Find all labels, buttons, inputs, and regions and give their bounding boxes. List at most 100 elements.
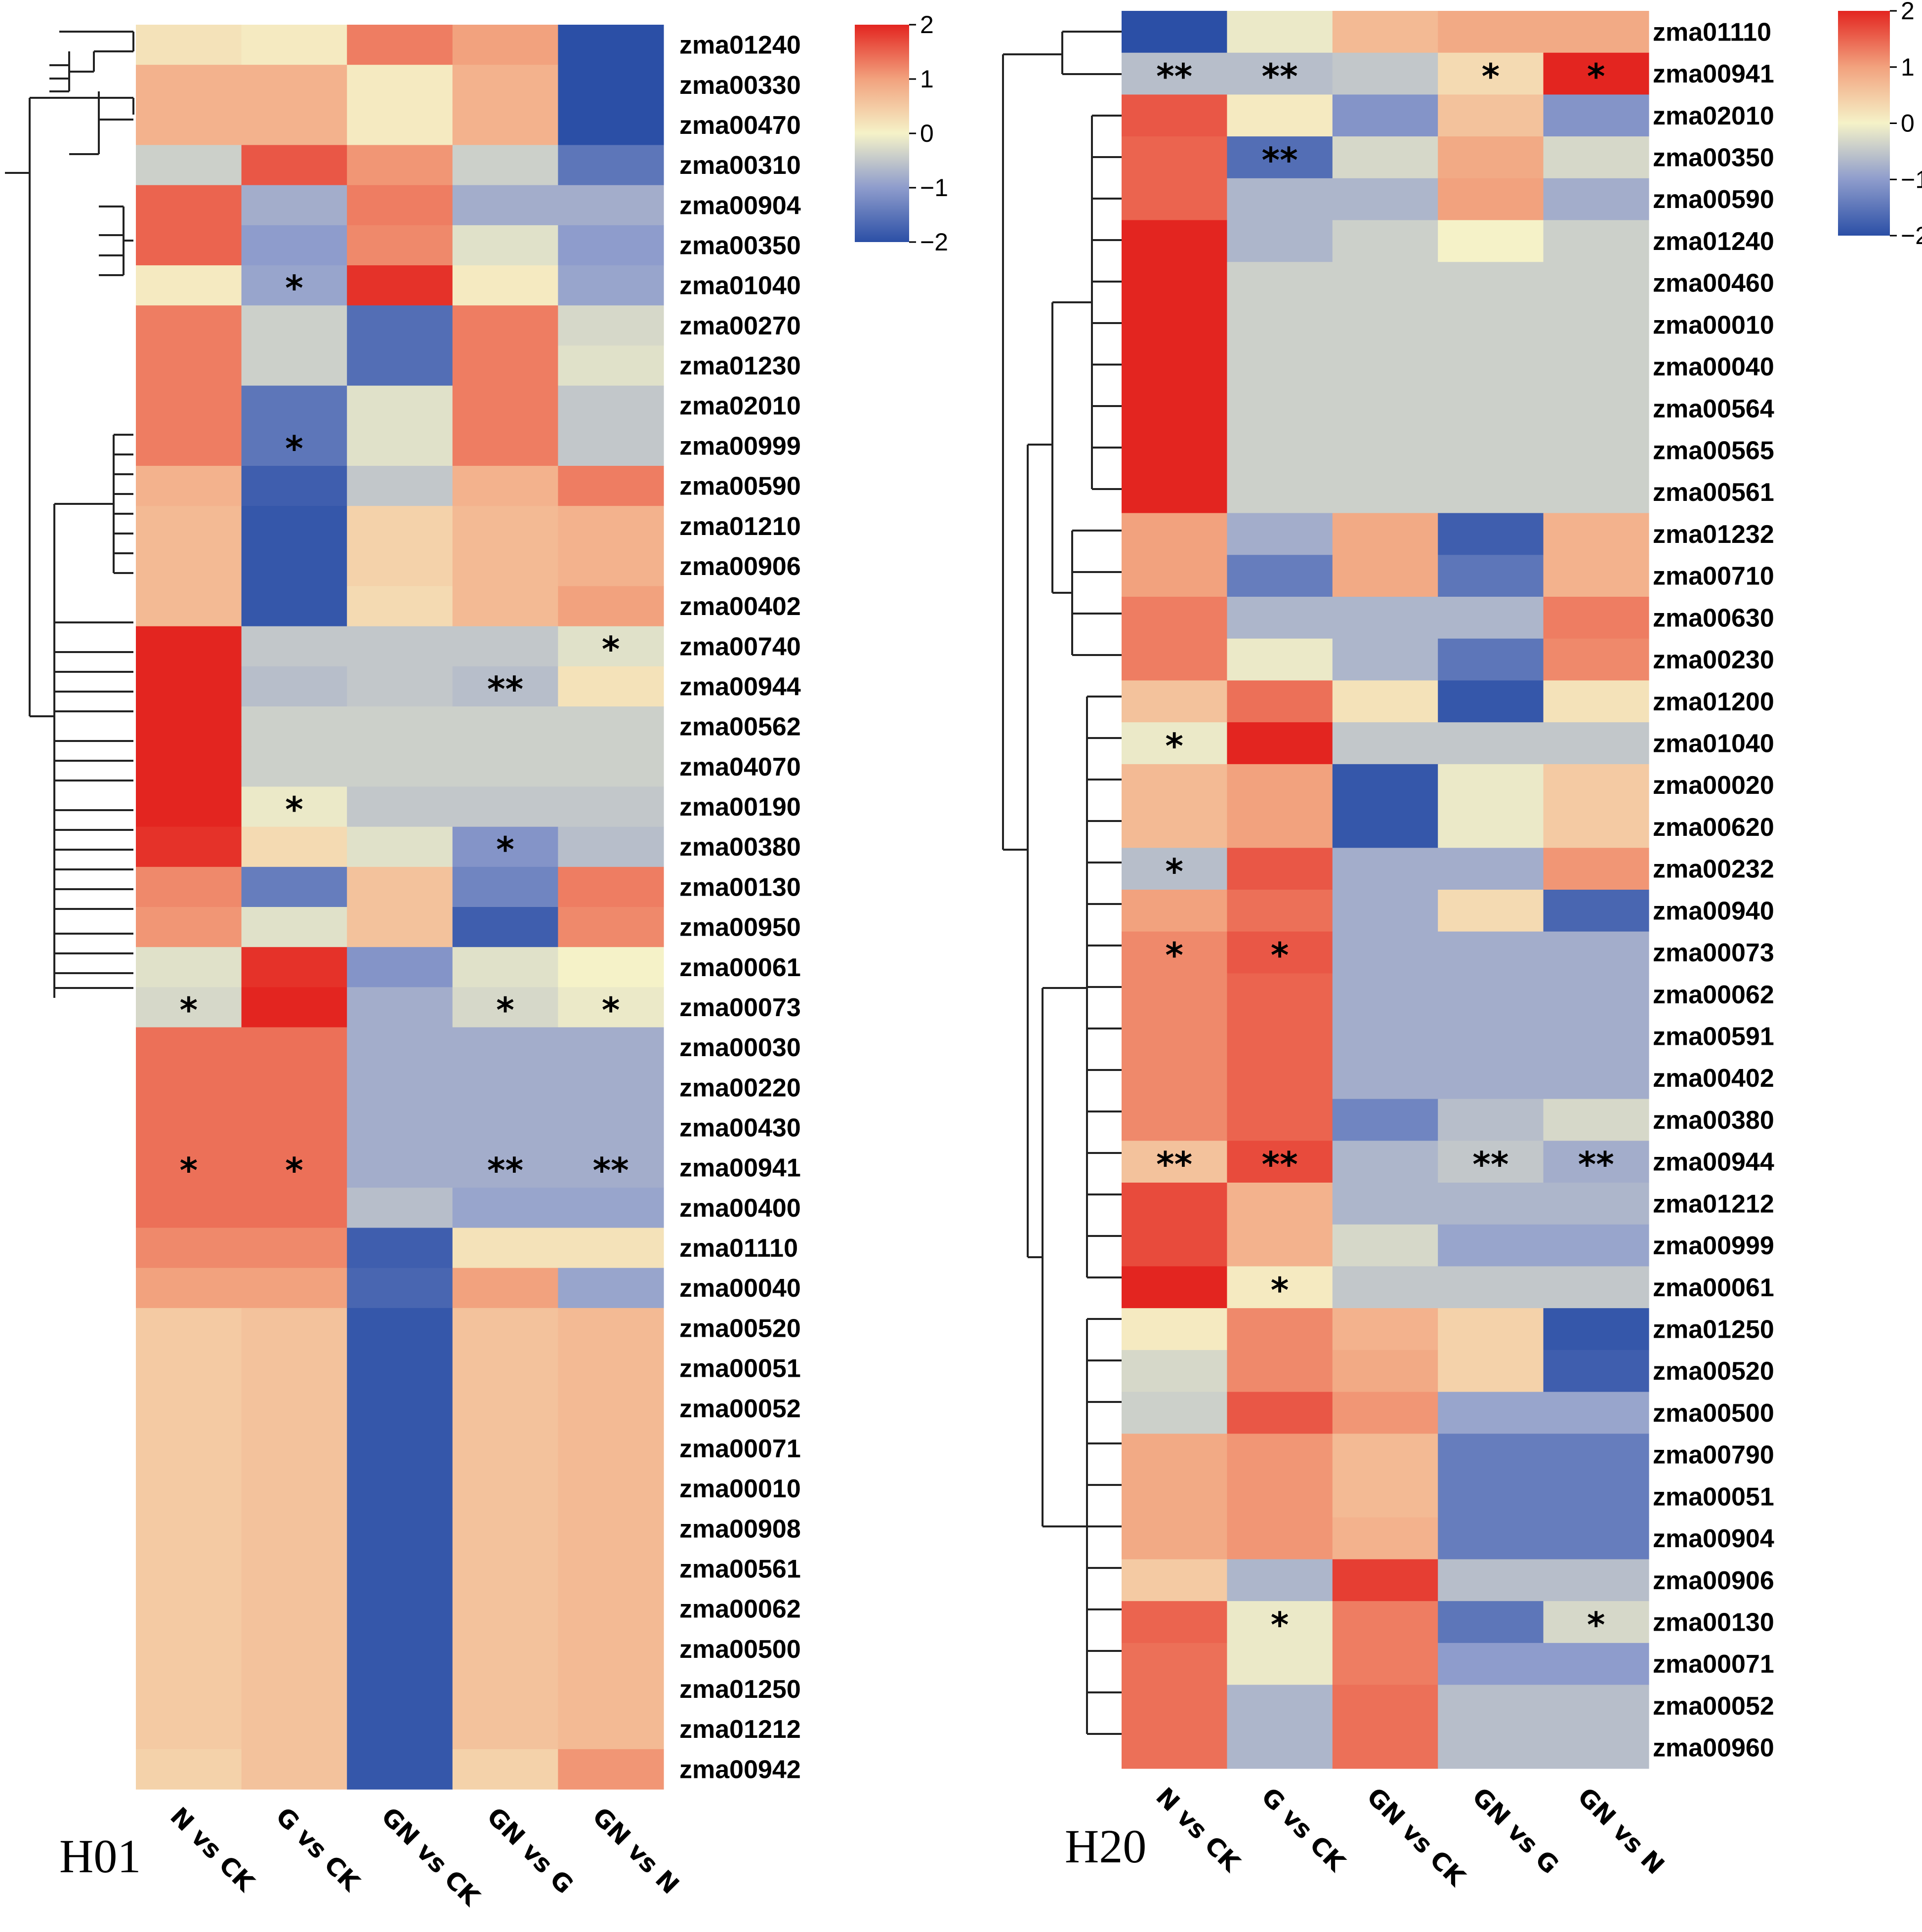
heatmap-cell [1543, 722, 1649, 765]
heatmap-cell [1122, 471, 1227, 514]
heatmap-cell [1438, 1434, 1544, 1476]
heatmap-cell [452, 1188, 558, 1229]
colorbar-tick-label: 1 [1901, 53, 1915, 81]
heatmap-cell [1122, 262, 1227, 304]
heatmap-cell [1543, 597, 1649, 639]
heatmap-cell [241, 907, 347, 947]
heatmap-cell [136, 1148, 242, 1188]
significance-marker: * [285, 268, 303, 309]
heatmap-cell [1438, 722, 1544, 765]
row-label: zma00051 [1653, 1482, 1774, 1511]
heatmap-cell [1438, 262, 1544, 304]
heatmap-cell [241, 706, 347, 747]
heatmap-cell [347, 746, 453, 787]
heatmap-cell [452, 546, 558, 587]
heatmap-cell [1122, 1643, 1227, 1685]
heatmap-cell [1438, 1224, 1544, 1267]
significance-markers-h20: ** ** * ****** *** ** ** **** * [1156, 56, 1614, 1645]
heatmap-cell [452, 25, 558, 65]
heatmap-cell [1122, 1015, 1227, 1058]
row-label: zma00230 [1653, 646, 1774, 674]
heatmap-cell [1332, 345, 1438, 388]
heatmap-cell [1332, 1099, 1438, 1141]
heatmap-cell [136, 1669, 242, 1710]
heatmap-cell [347, 345, 453, 386]
heatmap-cell [241, 425, 347, 466]
heatmap-cell [1543, 1643, 1649, 1685]
heatmap-cell [347, 265, 453, 306]
heatmap-cell [1438, 1350, 1544, 1393]
heatmap-cell [241, 1468, 347, 1509]
heatmap-cell [1332, 722, 1438, 765]
heatmap-cell [347, 1428, 453, 1469]
heatmap-cell [1543, 1559, 1649, 1602]
heatmap-cell [1438, 1183, 1544, 1225]
heatmap-cell [558, 1508, 664, 1549]
panel-label-h01: H01 [59, 1830, 141, 1883]
row-label: zma00350 [679, 232, 801, 260]
heatmap-cell [1122, 973, 1227, 1016]
heatmap-cell [1122, 429, 1227, 472]
row-label: zma00500 [679, 1635, 801, 1664]
heatmap-cell [558, 786, 664, 827]
heatmap-cell [1122, 890, 1227, 932]
heatmap-cell [1438, 638, 1544, 681]
heatmap-cell [1332, 931, 1438, 974]
heatmap-cell [241, 1548, 347, 1589]
heatmap-cell [452, 506, 558, 546]
heatmap-cell [1227, 890, 1333, 932]
heatmap-cell [136, 1548, 242, 1589]
heatmap-cell [452, 1709, 558, 1750]
heatmap-cell [1543, 52, 1649, 95]
heatmap-cell [241, 185, 347, 226]
heatmap-cell [1332, 429, 1438, 472]
row-label: zma01250 [1653, 1315, 1774, 1344]
colorbar-tick-label: 2 [920, 11, 934, 39]
heatmap-cell [136, 1348, 242, 1389]
heatmap-cell [1122, 680, 1227, 723]
heatmap-cell [1122, 178, 1227, 221]
heatmap-cell [1227, 1350, 1333, 1393]
heatmap-cell [347, 1468, 453, 1509]
heatmap-cell [1227, 1099, 1333, 1141]
heatmap-cell [1332, 1141, 1438, 1183]
heatmap-cell [1438, 1392, 1544, 1434]
heatmap-cell [1122, 1434, 1227, 1476]
heatmap-cell [136, 145, 242, 186]
heatmap-cell [1438, 1266, 1544, 1309]
heatmap-cell [347, 1548, 453, 1589]
heatmap-cell [241, 1268, 347, 1309]
heatmap-cell [241, 1669, 347, 1710]
row-label: zma00460 [1653, 269, 1774, 298]
heatmap-cell [1543, 890, 1649, 932]
row-label: zma00062 [1653, 981, 1774, 1009]
heatmap-cell [558, 345, 664, 386]
significance-marker: * [1271, 1270, 1289, 1311]
row-labels-h20: zma01110 zma00941 zma02010 zma00350 zma00590… [1653, 18, 1774, 1762]
heatmap-cell [1332, 262, 1438, 304]
heatmap-cell [452, 265, 558, 306]
heatmap-cell [136, 305, 242, 346]
row-label: zma02010 [679, 392, 801, 420]
heatmap-cell [558, 987, 664, 1028]
heatmap-cell [1227, 931, 1333, 974]
row-label: zma00310 [679, 151, 801, 180]
row-label: zma00130 [679, 873, 801, 902]
heatmap-cell [1122, 94, 1227, 137]
heatmap-cell [452, 1308, 558, 1349]
heatmap-cell [347, 506, 453, 546]
heatmap-cell [1438, 1099, 1544, 1141]
heatmap-cell [136, 65, 242, 105]
colorbar-tick-label: 0 [1901, 110, 1915, 137]
heatmap-cell [558, 25, 664, 65]
row-label: zma00960 [1653, 1734, 1774, 1763]
heatmap-cell [136, 345, 242, 386]
heatmap-cell [1438, 597, 1544, 639]
row-label: zma00010 [1653, 311, 1774, 339]
row-label: zma01230 [679, 352, 801, 380]
heatmap-cell [1438, 1308, 1544, 1351]
heatmap-cell [1438, 1685, 1544, 1727]
heatmap-cell [558, 65, 664, 105]
heatmap-cell [347, 1308, 453, 1349]
heatmap-cell [1122, 806, 1227, 848]
